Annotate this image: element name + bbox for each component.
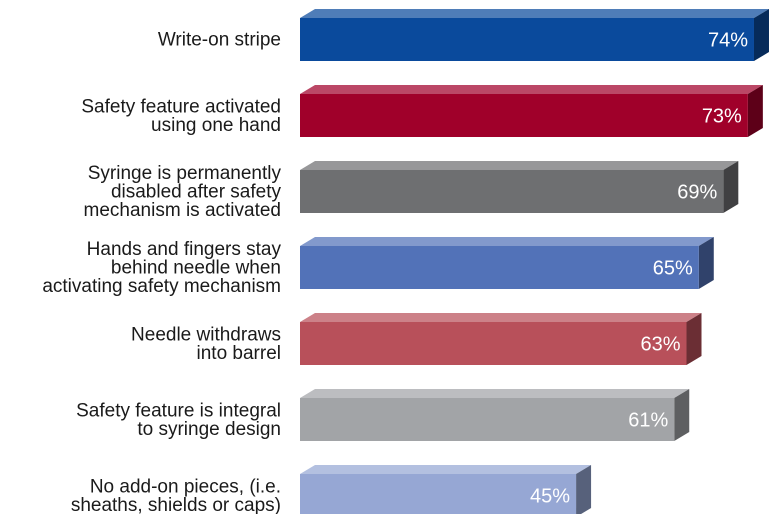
category-label: Needle withdraws into barrel: [131, 324, 281, 364]
bar-value-label: 73%: [702, 106, 742, 128]
category-label-line: Safety feature is integral: [76, 400, 281, 421]
bar-value-label: 63%: [640, 334, 680, 356]
bar-top-face: [300, 9, 769, 18]
bar-group: 65%: [300, 237, 714, 289]
bar-group: 63%: [300, 313, 702, 365]
bar-group: 69%: [300, 161, 739, 213]
bar-side-face: [686, 313, 702, 365]
category-label-line: sheaths, shields or caps): [71, 495, 281, 514]
bar-side-face: [747, 85, 763, 137]
category-label-line: disabled after safety: [111, 182, 282, 203]
category-label-line: activating safety mechanism: [42, 276, 281, 297]
category-label-line: to syringe design: [137, 419, 281, 440]
category-label-line: into barrel: [197, 343, 282, 364]
category-label-line: using one hand: [151, 115, 281, 136]
bar-top-face: [300, 465, 592, 474]
bar-top-face: [300, 389, 690, 398]
bar-side-face: [576, 465, 592, 514]
bar-group: 73%: [300, 85, 763, 137]
bar: [300, 246, 699, 289]
bar-value-label: 65%: [653, 258, 693, 280]
category-label: Safety feature is integral to syringe des…: [76, 400, 281, 440]
category-label-line: Safety feature activated: [81, 96, 281, 117]
bar: [300, 322, 687, 365]
category-label: Safety feature activated using one hand: [81, 96, 281, 136]
bar-top-face: [300, 85, 763, 94]
category-label-line: No add-on pieces, (i.e.: [90, 476, 281, 497]
bar-group: 61%: [300, 389, 690, 441]
bar: [300, 474, 577, 514]
category-label-line: Hands and fingers stay: [87, 239, 282, 260]
bar-top-face: [300, 161, 739, 170]
category-label-line: Needle withdraws: [131, 324, 281, 345]
bar-side-face: [723, 161, 739, 213]
bar-side-face: [674, 389, 690, 441]
category-label-line: Write-on stripe: [158, 30, 281, 51]
category-label-line: mechanism is activated: [84, 200, 281, 221]
bar-value-label: 61%: [628, 410, 668, 432]
category-label: Write-on stripe: [158, 30, 281, 51]
category-label: No add-on pieces, (i.e. sheaths, shields …: [71, 476, 281, 514]
bar-side-face: [698, 237, 714, 289]
bar-value-label: 45%: [530, 486, 570, 508]
category-label-line: behind needle when: [111, 258, 281, 279]
bar-value-label: 69%: [677, 182, 717, 204]
category-label: Syringe is permanently disabled after saf…: [84, 163, 282, 221]
category-label-line: Syringe is permanently: [88, 163, 282, 184]
bar-value-label: 74%: [708, 30, 748, 52]
bar-top-face: [300, 237, 714, 246]
bar: [300, 94, 748, 137]
bar: [300, 170, 724, 213]
category-label: Hands and fingers stay behind needle when…: [42, 239, 281, 297]
bar-side-face: [753, 9, 769, 61]
bar-top-face: [300, 313, 702, 322]
bar: [300, 18, 754, 61]
bar-group: 45%: [300, 465, 592, 514]
bar-group: 74%: [300, 9, 769, 61]
bar: [300, 398, 675, 441]
